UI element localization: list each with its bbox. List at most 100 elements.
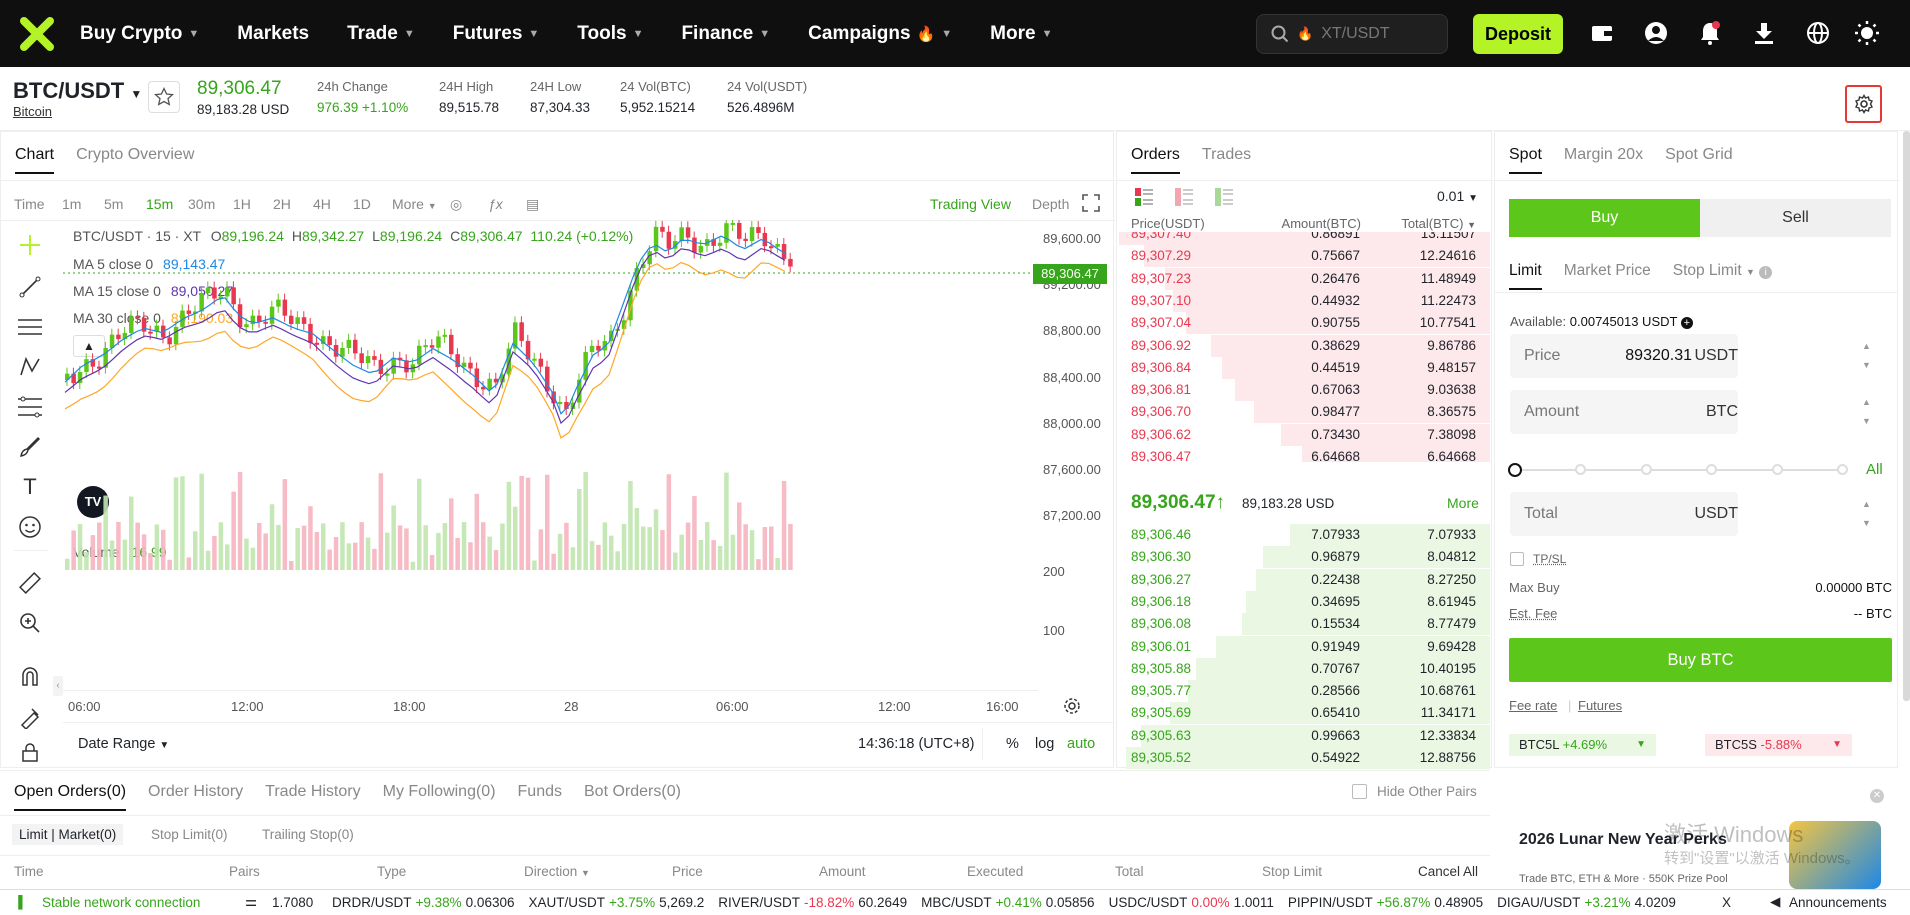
order-type-limit[interactable]: Limit [1509, 262, 1542, 290]
fullscreen-icon[interactable] [1082, 194, 1100, 217]
page-scrollbar[interactable] [1903, 131, 1910, 701]
coin-name-link[interactable]: Bitcoin [13, 104, 53, 119]
slider-tick[interactable] [1706, 464, 1717, 475]
nav-trade[interactable]: Trade ▼ [347, 22, 415, 44]
order-type-stop-limit[interactable]: Stop Limit ▼ i [1673, 262, 1773, 290]
auto-toggle[interactable]: auto [1067, 736, 1096, 752]
interval-1h[interactable]: 1H [233, 196, 251, 212]
interval-4h[interactable]: 4H [313, 196, 331, 212]
template-icon[interactable]: ▤ [526, 195, 540, 212]
log-toggle[interactable]: log [1035, 736, 1055, 752]
ask-row[interactable]: 89,307.04 0.90755 10.77541 [1117, 312, 1490, 335]
search-input[interactable]: 🔥 XT/USDT [1256, 14, 1448, 54]
bid-row[interactable]: 89,306.01 0.91949 9.69428 [1117, 635, 1490, 658]
ticker-item[interactable]: PIPPIN/USDT +56.87% 0.48905 [1287, 895, 1484, 910]
orderbook-more-link[interactable]: More [1447, 495, 1479, 511]
chart-settings-icon[interactable] [1063, 697, 1081, 720]
zoom-in-icon[interactable] [14, 608, 46, 638]
collapse-toolbar-button[interactable]: ‹ [53, 676, 63, 696]
subtab-stop-limit[interactable]: Stop Limit(0) [151, 827, 228, 842]
pair-selector[interactable]: BTC/USDT ▼ [13, 78, 143, 103]
bid-row[interactable]: 89,306.30 0.96879 8.04812 [1117, 546, 1490, 569]
nav-markets[interactable]: Markets [237, 22, 310, 44]
trendline-icon[interactable] [14, 272, 46, 302]
tab-trade-history[interactable]: Trade History [265, 783, 361, 800]
tab-open-orders[interactable]: Open Orders(0) [14, 783, 127, 811]
candlestick-chart[interactable] [63, 220, 1038, 690]
date-range-button[interactable]: Date Range ▼ [78, 736, 170, 752]
bid-row[interactable]: 89,306.27 0.22438 8.27250 [1117, 568, 1490, 591]
ticker-item[interactable]: MBC/USDT +0.41% 0.05856 [921, 895, 1095, 910]
ticker-item[interactable]: USDC/USDT 0.00% 1.0011 [1108, 895, 1274, 910]
tab-margin[interactable]: Margin 20x [1563, 146, 1644, 163]
bid-row[interactable]: 89,305.63 0.99663 12.33834 [1117, 724, 1490, 747]
total-field[interactable]: Total USDT [1510, 492, 1738, 536]
text-tool-icon[interactable]: T [23, 474, 37, 499]
nav-finance[interactable]: Finance ▼ [681, 22, 771, 44]
subtab-limit-market[interactable]: Limit | Market(0) [12, 824, 124, 845]
slider-all[interactable]: All [1866, 461, 1883, 478]
book-asks-icon[interactable] [1175, 188, 1193, 206]
nav-more[interactable]: More ▼ [990, 22, 1053, 44]
slider-tick[interactable] [1837, 464, 1848, 475]
interval-time[interactable]: Time [14, 196, 45, 212]
fib-icon[interactable] [14, 392, 46, 422]
horizontal-lines-icon[interactable] [14, 312, 46, 342]
amount-stepper[interactable]: ▲ ▼ [1862, 397, 1871, 426]
nav-tools[interactable]: Tools ▼ [577, 22, 644, 44]
order-type-market[interactable]: Market Price [1563, 262, 1651, 279]
wallet-icon[interactable] [1589, 20, 1615, 46]
tab-spot[interactable]: Spot [1509, 146, 1542, 174]
ask-row[interactable]: 89,307.10 0.44932 11.22473 [1117, 289, 1490, 312]
btc5s-chip[interactable]: BTC5S -5.88% ▼ [1705, 734, 1852, 756]
nav-futures[interactable]: Futures ▼ [452, 22, 540, 44]
globe-icon[interactable] [1805, 20, 1831, 46]
tab-crypto-overview[interactable]: Crypto Overview [76, 146, 195, 163]
pattern-icon[interactable] [14, 352, 46, 382]
sell-side-button[interactable]: Sell [1700, 199, 1891, 237]
bid-row[interactable]: 89,305.88 0.70767 10.40195 [1117, 657, 1490, 680]
lock-icon[interactable] [14, 742, 46, 762]
amount-field[interactable]: Amount BTC [1510, 390, 1738, 434]
tab-order-history[interactable]: Order History [148, 783, 244, 800]
hide-other-pairs-checkbox[interactable] [1352, 784, 1367, 799]
nav-campaigns[interactable]: Campaigns 🔥 ▼ [808, 22, 953, 44]
bid-row[interactable]: 89,305.52 0.54922 12.88756 [1117, 747, 1490, 769]
buy-side-button[interactable]: Buy [1509, 199, 1700, 237]
tab-trades[interactable]: Trades [1201, 146, 1252, 163]
interval-5m[interactable]: 5m [104, 196, 124, 212]
ticker-item[interactable]: DIGAU/USDT +3.21% 4.0209 [1497, 895, 1676, 910]
brush-icon[interactable] [14, 432, 46, 462]
crosshair-icon[interactable] [14, 230, 46, 260]
ask-row[interactable]: 89,306.70 0.98477 8.36575 [1117, 401, 1490, 424]
tab-spot-grid[interactable]: Spot Grid [1665, 146, 1733, 163]
add-funds-icon[interactable]: + [1680, 317, 1693, 329]
nav-buy-crypto[interactable]: Buy Crypto ▼ [80, 22, 200, 44]
ask-row[interactable]: 89,307.29 0.75667 12.24616 [1117, 245, 1490, 268]
ticker-item[interactable]: RIVER/USDT -18.82% 60.2649 [718, 895, 908, 910]
interval-2h[interactable]: 2H [273, 196, 291, 212]
tab-my-following[interactable]: My Following(0) [382, 783, 496, 800]
slider-tick[interactable] [1575, 464, 1586, 475]
subtab-trailing-stop[interactable]: Trailing Stop(0) [262, 827, 354, 842]
settings-gear-icon[interactable] [1845, 85, 1882, 123]
depth-toggle[interactable]: Depth [1032, 196, 1070, 212]
close-promo-icon[interactable]: ✕ [1870, 789, 1884, 803]
total-stepper[interactable]: ▲ ▼ [1862, 499, 1871, 528]
lock-drawing-icon[interactable] [14, 702, 46, 732]
tab-bot-orders[interactable]: Bot Orders(0) [584, 783, 681, 800]
bid-row[interactable]: 89,305.77 0.28566 10.68761 [1117, 680, 1490, 703]
indicators-icon[interactable]: ƒx [488, 196, 503, 212]
buy-btc-button[interactable]: Buy BTC [1509, 638, 1892, 682]
magnet-icon[interactable] [14, 662, 46, 692]
precision-select[interactable]: 0.01 ▼ [1437, 188, 1479, 204]
ask-row[interactable]: 89,306.84 0.44519 9.48157 [1117, 356, 1490, 379]
ask-row[interactable]: 89,306.47 6.64668 6.64668 [1117, 446, 1490, 462]
price-stepper[interactable]: ▲ ▼ [1862, 341, 1871, 370]
bell-icon[interactable] [1697, 20, 1723, 46]
user-icon[interactable] [1643, 20, 1669, 46]
ask-row[interactable]: 89,307.40 0.86891 13.11507 [1117, 232, 1490, 245]
info-icon[interactable]: i [1759, 266, 1773, 279]
ticker-item[interactable]: XAUT/USDT +3.75% 5,269.2 [528, 895, 705, 910]
ask-row[interactable]: 89,306.81 0.67063 9.03638 [1117, 379, 1490, 402]
